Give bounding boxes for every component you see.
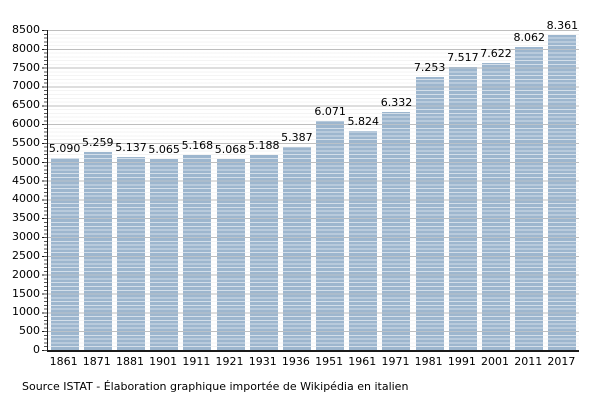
x-axis-label: 1861 [49, 355, 78, 368]
bar-value-label: 8.062 [513, 30, 545, 44]
bar [150, 159, 179, 350]
bar [183, 155, 212, 350]
bar [216, 159, 245, 350]
y-axis-label: 5000 [12, 154, 40, 168]
bar [448, 67, 477, 350]
bar [548, 35, 577, 350]
y-axis-label: 0 [33, 343, 40, 356]
bar-value-label: 5.387 [281, 131, 313, 145]
y-axis-label: 6000 [12, 117, 40, 131]
x-axis-label: 1991 [447, 355, 476, 368]
x-axis-label: 1921 [215, 355, 244, 368]
y-axis-label: 8000 [12, 41, 40, 55]
y-axis-label: 8500 [12, 23, 40, 36]
y-axis-label: 1000 [12, 305, 40, 319]
x-axis-label: 1901 [149, 355, 178, 368]
bar [482, 63, 511, 350]
y-axis-label: 7000 [12, 79, 40, 93]
bar-value-label: 5.824 [347, 114, 380, 128]
bar [282, 147, 311, 350]
bar-value-label: 6.332 [380, 95, 413, 109]
y-axis-label: 5500 [12, 135, 40, 149]
x-axis-label: 1931 [248, 355, 277, 368]
source-caption: Source ISTAT - Élaboration graphique imp… [22, 380, 409, 393]
x-axis-label: 1881 [115, 355, 144, 368]
y-axis-label: 2000 [12, 267, 40, 281]
y-axis-label: 3000 [12, 230, 40, 244]
y-axis-label: 6500 [12, 98, 40, 112]
x-axis-label: 1911 [182, 355, 211, 368]
x-axis-label: 1981 [414, 355, 443, 368]
bar [50, 158, 79, 350]
y-axis-label: 4500 [12, 173, 40, 187]
x-axis-label: 2001 [481, 355, 510, 368]
y-axis-label: 1500 [12, 286, 40, 300]
y-axis-label: 4000 [12, 192, 40, 206]
bar [515, 46, 544, 350]
x-axis-label: 1961 [348, 355, 377, 368]
y-axis-label: 3500 [12, 211, 40, 225]
bar [316, 121, 345, 350]
bar [349, 130, 378, 350]
x-axis-label: 2017 [547, 355, 576, 368]
bar [382, 111, 411, 350]
x-axis-label: 1951 [315, 355, 344, 368]
bar [116, 156, 145, 350]
bar [249, 154, 278, 350]
y-axis-label: 7500 [12, 60, 40, 74]
y-axis-label: 500 [19, 324, 40, 338]
bar-value-label: 8.361 [546, 19, 579, 33]
y-axis-label: 2500 [12, 248, 40, 262]
y-axis-minor-ticks [44, 30, 47, 351]
plot-area: 5.090 5.259 5.137 5.065 5.168 5.068 5.188 5.387… [47, 19, 579, 352]
x-axis-label: 1871 [82, 355, 111, 368]
bar [83, 152, 112, 350]
bar-value-label: 7.622 [480, 47, 512, 61]
x-axis-label: 2011 [514, 355, 543, 368]
x-axis-label: 1936 [281, 355, 310, 368]
bar [415, 76, 444, 350]
x-axis-label: 1971 [381, 355, 410, 368]
